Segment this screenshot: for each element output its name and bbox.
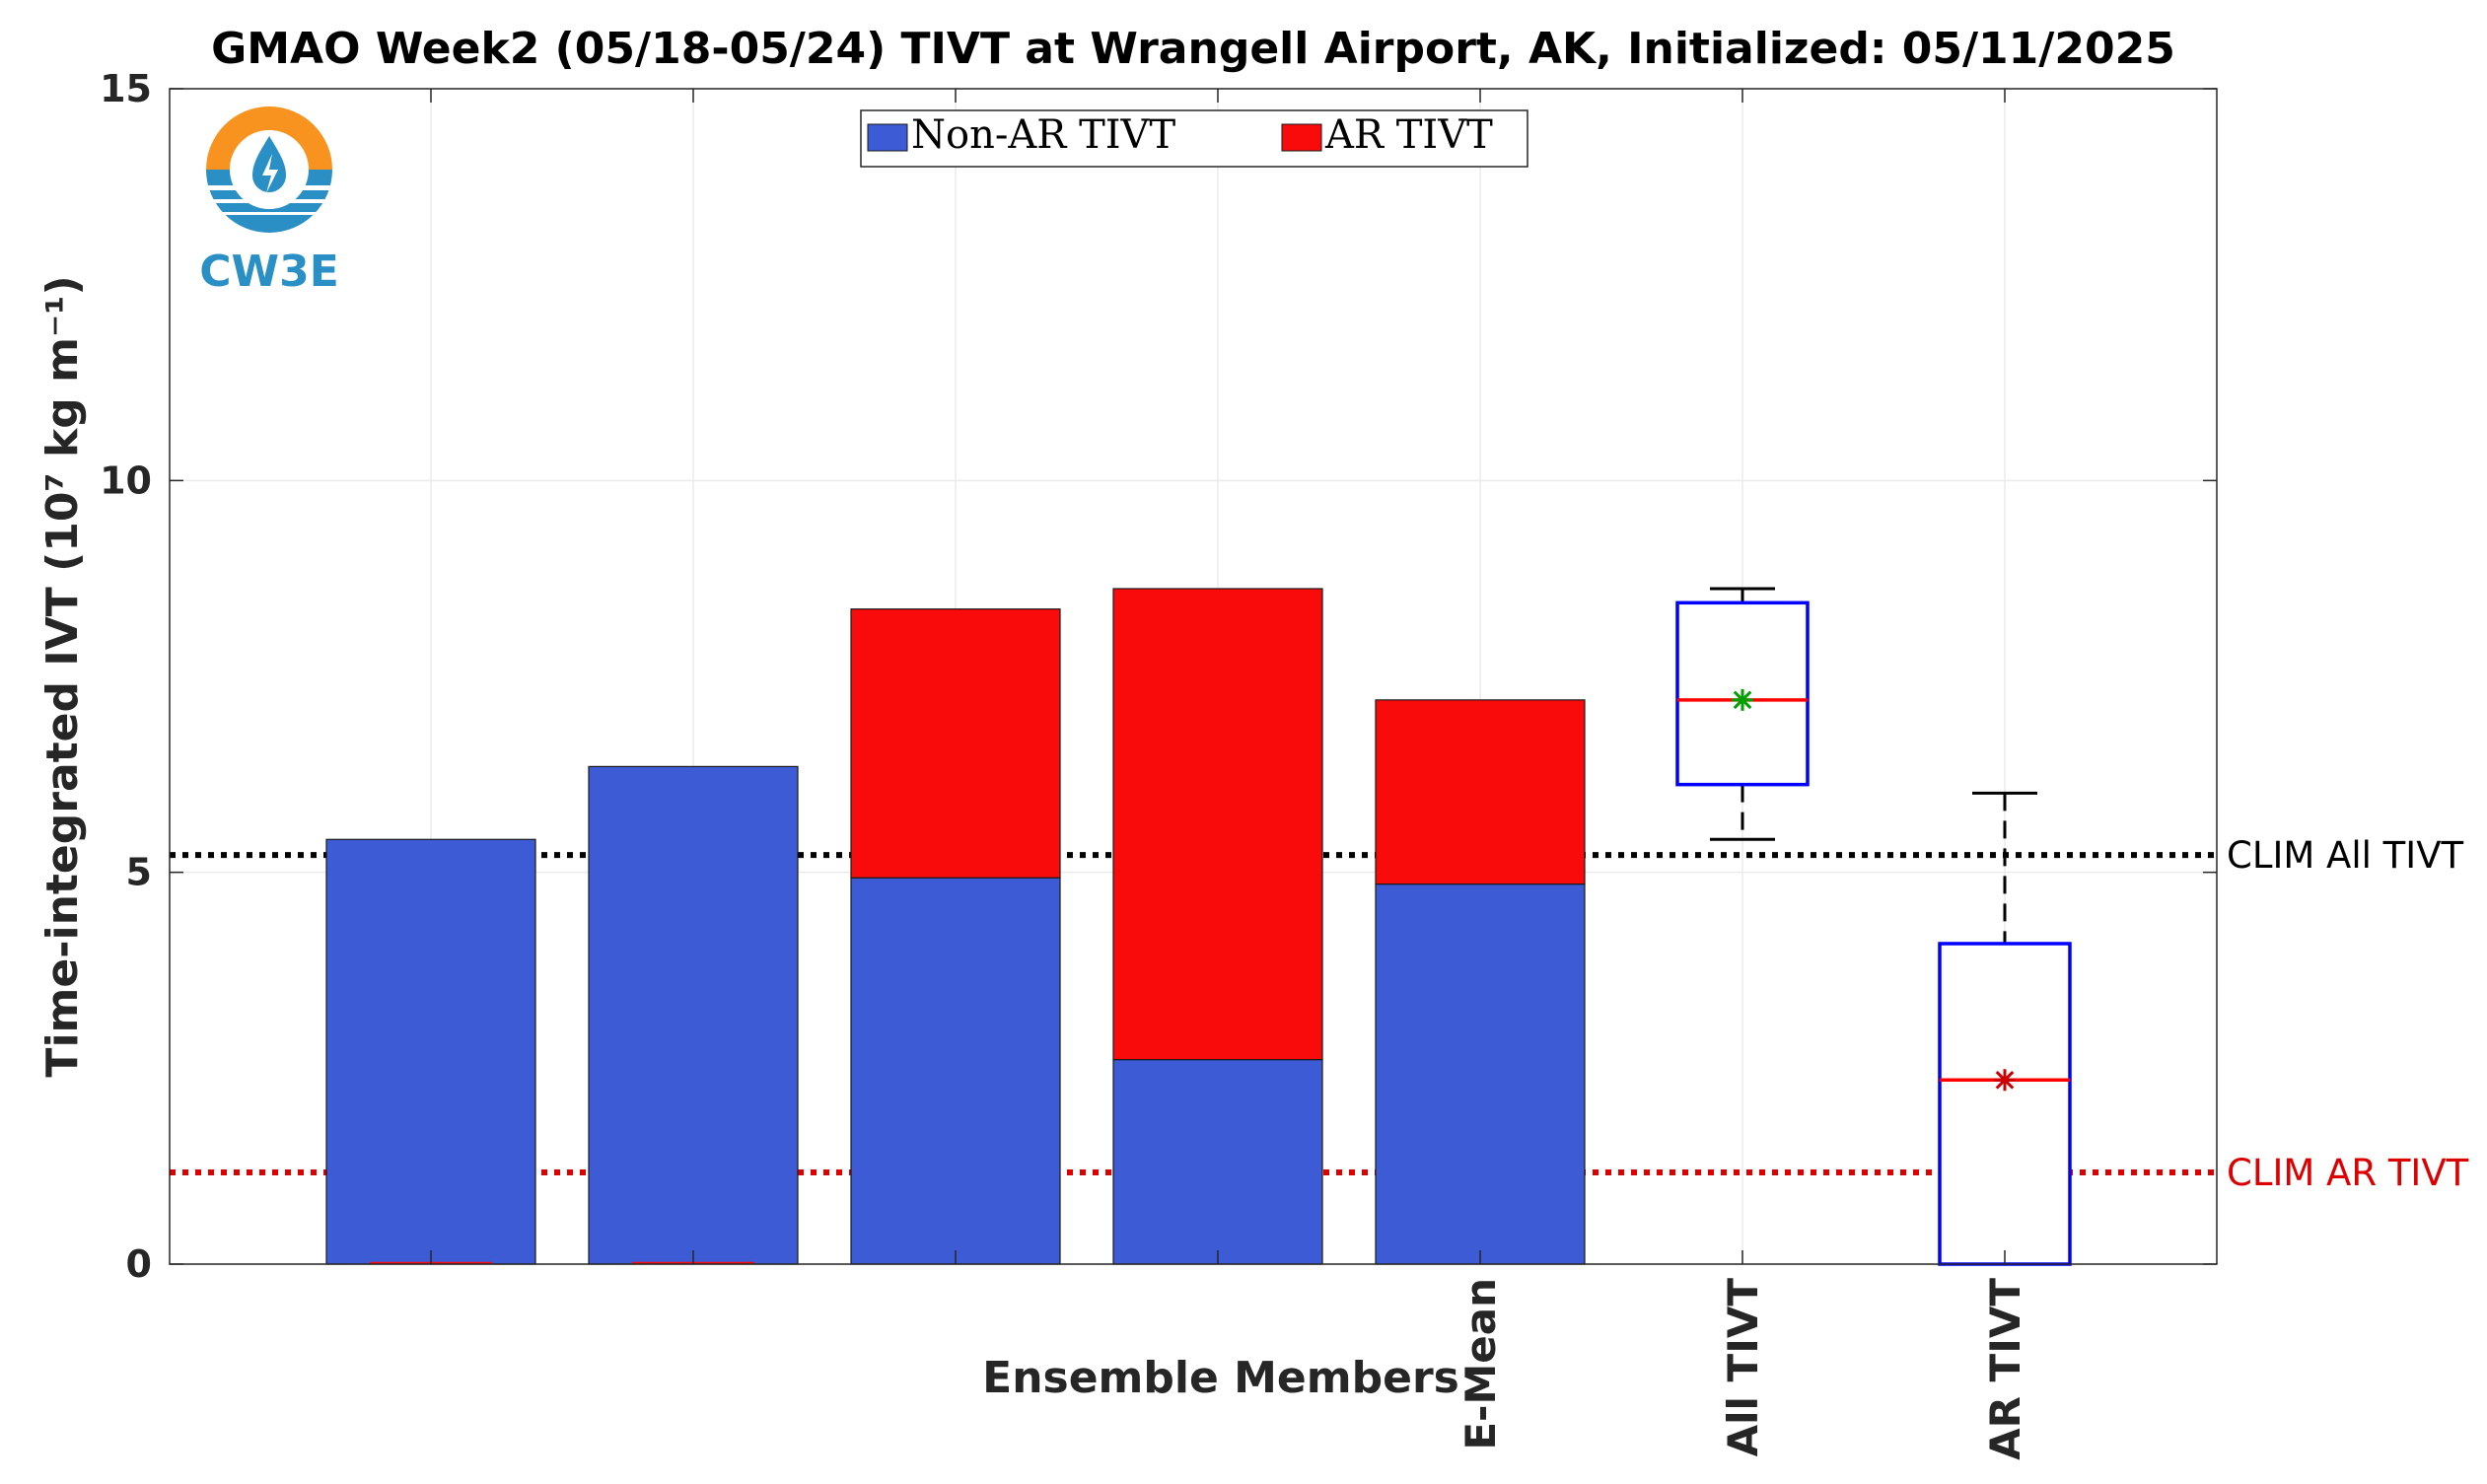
- y-tick-label: 15: [100, 67, 152, 110]
- legend-swatch-non-ar: [867, 123, 908, 152]
- plot-frame: [169, 88, 2218, 1265]
- bar-ar: [1112, 588, 1323, 1061]
- bar-group: [325, 588, 1586, 1265]
- bar-non-ar: [1112, 1058, 1323, 1265]
- bar-non-ar: [850, 877, 1061, 1265]
- legend-label-non-ar: Non-AR TIVT: [911, 112, 1175, 158]
- reference-line-label: CLIM All TIVT: [2227, 834, 2464, 877]
- y-axis-label: Time-integrated IVT (10⁷ kg m⁻¹): [37, 275, 88, 1077]
- bar-non-ar: [588, 765, 799, 1265]
- bar-non-ar: [325, 838, 536, 1265]
- logo-text: CW3E: [199, 247, 339, 297]
- y-tick-label: 0: [126, 1242, 152, 1286]
- lightning-icon: [262, 154, 278, 193]
- reference-line-label: CLIM AR TIVT: [2227, 1152, 2469, 1194]
- chart-title: GMAO Week2 (05/18-05/24) TIVT at Wrangel…: [211, 24, 2175, 74]
- logo-sun-ring: [206, 106, 332, 170]
- x-axis-label: Ensemble Members: [982, 1353, 1459, 1403]
- bar-ar: [850, 608, 1061, 879]
- legend-box: [860, 109, 1528, 168]
- boxplot-mean-marker: [1732, 688, 1753, 711]
- legend-label-ar: AR TIVT: [1324, 112, 1493, 158]
- boxplot-mean-marker: [1994, 1069, 2016, 1092]
- boxplot-group: [1675, 587, 2072, 1266]
- logo-wave-2: [211, 199, 327, 203]
- boxplot-box: [1675, 601, 1810, 787]
- legend-swatch-ar: [1281, 123, 1322, 152]
- x-category-label: AR TIVT: [1981, 1278, 2029, 1460]
- y-tick-label: 5: [126, 851, 152, 894]
- x-category-labels: E-Mean All TIVT AR TIVT: [1457, 1278, 2029, 1460]
- legend: Non-AR TIVT AR TIVT: [860, 109, 1528, 168]
- x-category-label: All TIVT: [1719, 1278, 1767, 1457]
- bar-non-ar: [1375, 883, 1586, 1265]
- reference-lines: CLIM All TIVT CLIM AR TIVT: [170, 834, 2469, 1194]
- y-tick-label: 10: [100, 459, 152, 502]
- mean-stroke: [1733, 690, 1752, 710]
- boxplot-box: [1938, 942, 2072, 1266]
- bar-ar: [1375, 699, 1586, 885]
- axis-ticks: [170, 88, 2217, 1265]
- logo-wave-3: [219, 212, 320, 215]
- cw3e-logo: CW3E: [199, 106, 339, 297]
- x-category-label: E-Mean: [1457, 1278, 1505, 1450]
- mean-stroke: [1995, 1070, 2015, 1090]
- y-tick-labels: 0 5 10 15: [100, 67, 152, 1286]
